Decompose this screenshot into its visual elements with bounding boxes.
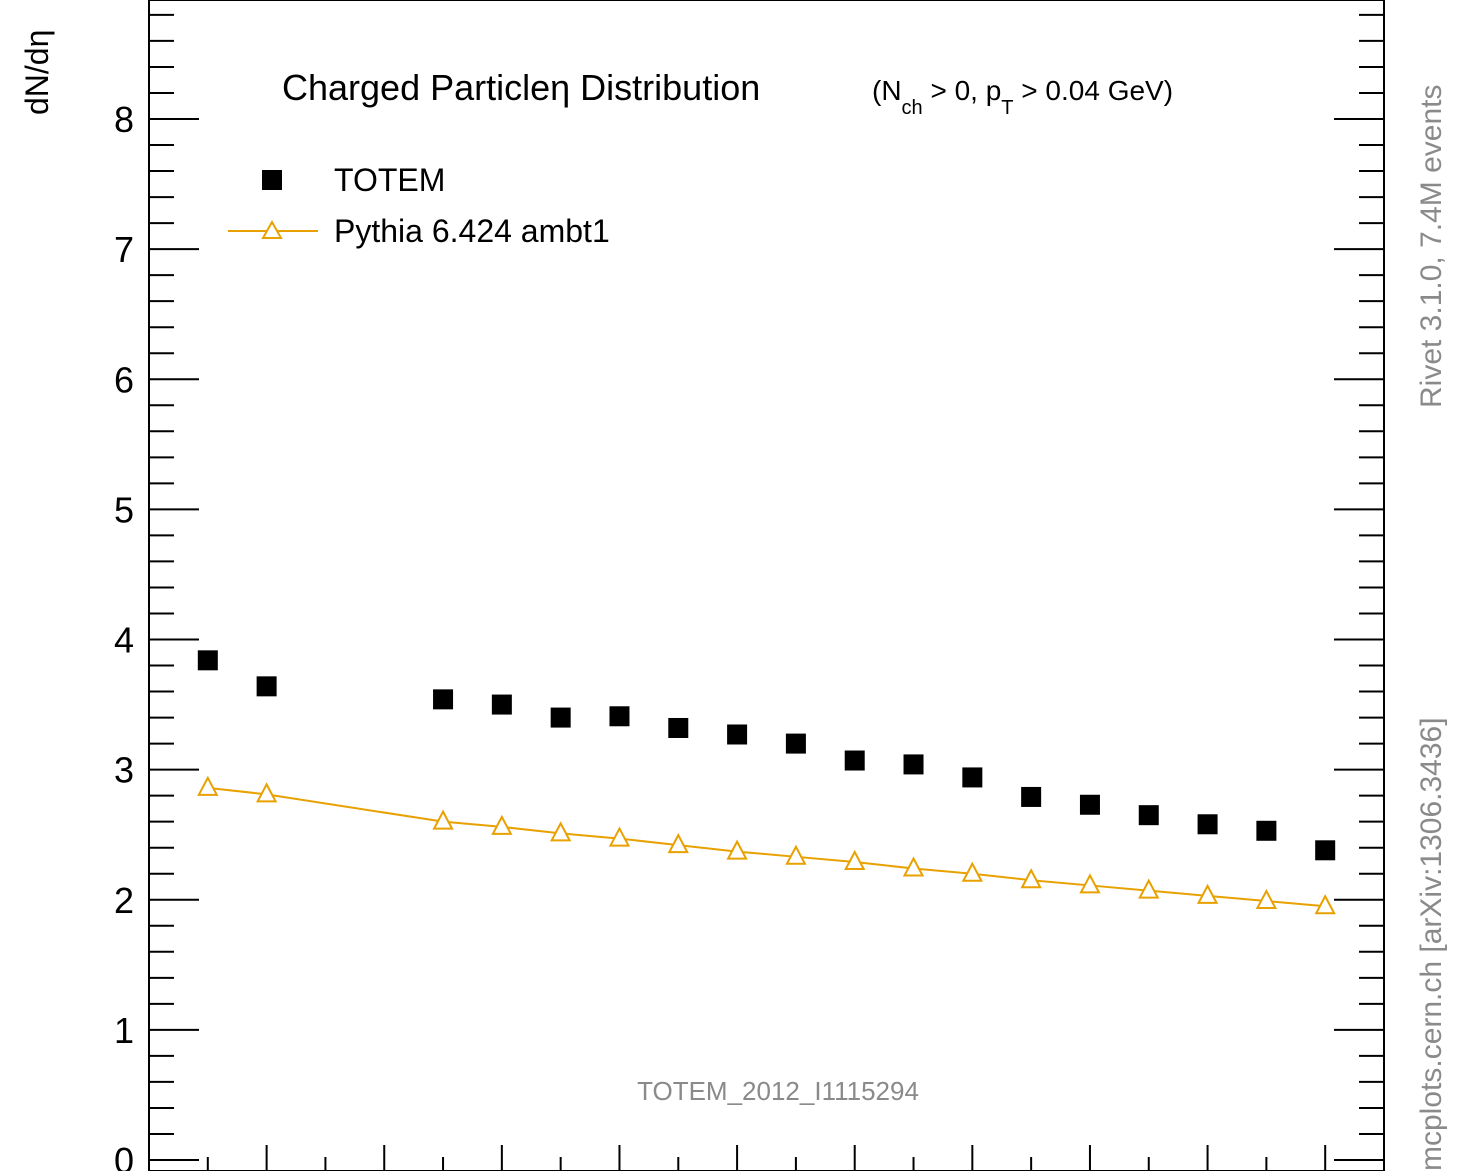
y-tick-label: 0 bbox=[114, 1140, 134, 1171]
subtitle-prefix: (N bbox=[872, 75, 902, 106]
y-tick-label: 8 bbox=[114, 99, 134, 140]
totem-point bbox=[550, 707, 571, 728]
pythia-point bbox=[1196, 883, 1219, 904]
totem-point bbox=[1079, 794, 1100, 815]
totem-point bbox=[903, 754, 924, 775]
chart-title-text: Charged Particle bbox=[282, 67, 550, 108]
totem-point bbox=[197, 650, 218, 671]
pythia-point bbox=[1255, 888, 1278, 910]
pythia-point bbox=[726, 839, 748, 860]
y-tick-label: 2 bbox=[114, 880, 134, 921]
totem-point bbox=[491, 694, 512, 715]
side-label-rivet: Rivet 3.1.0, 7.4M events bbox=[1415, 85, 1448, 409]
pythia-line bbox=[207, 786, 1326, 908]
totem-point bbox=[727, 724, 748, 745]
pythia-point bbox=[961, 861, 983, 882]
y-axis-tick-labels: 0 1 2 3 4 5 6 7 8 bbox=[114, 99, 134, 1171]
pythia-point bbox=[1138, 878, 1160, 899]
legend-marker-totem bbox=[262, 170, 282, 190]
x-axis-ticks bbox=[148, 1145, 1385, 1171]
totem-point bbox=[1138, 805, 1159, 826]
pythia-point bbox=[608, 826, 631, 847]
totem-point bbox=[1315, 840, 1336, 861]
series-totem bbox=[197, 650, 1336, 861]
legend-label-totem: TOTEM bbox=[334, 162, 445, 198]
chart-subtitle: (Nch > 0, pT > 0.04 GeV) bbox=[872, 75, 1173, 119]
totem-point bbox=[256, 676, 277, 697]
pythia-point bbox=[1314, 894, 1336, 915]
pythia-point bbox=[550, 821, 572, 842]
pythia-point bbox=[255, 782, 278, 803]
totem-point bbox=[785, 733, 806, 754]
totem-point bbox=[1197, 814, 1218, 835]
y-tick-label: 4 bbox=[114, 620, 134, 661]
totem-point bbox=[1256, 820, 1277, 841]
subtitle-suffix: > 0.04 GeV) bbox=[1014, 75, 1174, 106]
pythia-point bbox=[1020, 868, 1042, 889]
totem-point bbox=[962, 767, 983, 788]
pythia-point bbox=[491, 814, 513, 835]
legend: TOTEM Pythia 6.424 ambt1 bbox=[228, 162, 610, 249]
subtitle-sub-ch: ch bbox=[902, 97, 923, 119]
series-pythia bbox=[197, 775, 1336, 915]
chart-title-rest: Distribution bbox=[570, 67, 760, 108]
legend-marker-pythia bbox=[261, 219, 283, 239]
totem-point bbox=[1021, 786, 1042, 807]
pythia-point bbox=[844, 849, 866, 871]
y-axis-label: dN/dη bbox=[19, 30, 55, 115]
side-label-mcplots: mcplots.cern.ch [arXiv:1306.3436] bbox=[1415, 717, 1448, 1171]
pythia-point bbox=[902, 856, 925, 877]
totem-point bbox=[433, 689, 454, 710]
plot-frame bbox=[148, 0, 1385, 1171]
subtitle-sub-t: T bbox=[1001, 97, 1013, 119]
y-tick-label: 3 bbox=[114, 750, 134, 791]
pythia-point bbox=[667, 832, 689, 854]
pythia-point bbox=[197, 775, 219, 796]
y-tick-label: 7 bbox=[114, 229, 134, 270]
subtitle-mid: > 0, p bbox=[923, 75, 1002, 106]
totem-point bbox=[668, 717, 689, 738]
chart-title: Charged Particleη Distribution bbox=[282, 67, 760, 108]
y-tick-label: 6 bbox=[114, 359, 134, 400]
y-axis-ticks bbox=[149, 13, 1384, 1161]
legend-label-pythia: Pythia 6.424 ambt1 bbox=[334, 213, 610, 249]
analysis-watermark: TOTEM_2012_I1115294 bbox=[637, 1076, 919, 1106]
pythia-point bbox=[785, 844, 807, 865]
totem-point bbox=[844, 750, 865, 771]
pythia-point bbox=[432, 809, 454, 830]
chart-title-eta: η bbox=[550, 67, 570, 108]
pythia-point bbox=[1079, 873, 1101, 894]
y-tick-label: 1 bbox=[114, 1010, 134, 1051]
y-tick-label: 5 bbox=[114, 489, 134, 530]
totem-point bbox=[609, 706, 630, 727]
